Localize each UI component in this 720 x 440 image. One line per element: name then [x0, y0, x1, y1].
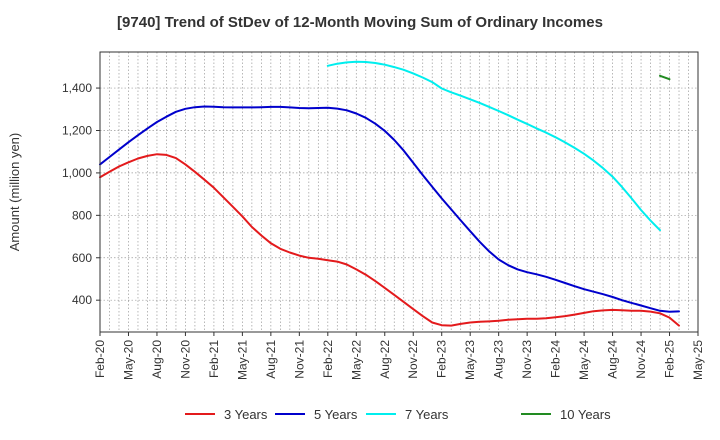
- x-tick-label: May-21: [235, 340, 249, 380]
- x-tick-label: May-24: [577, 340, 591, 380]
- legend-label: 3 Years: [224, 407, 268, 422]
- y-axis-title: Amount (million yen): [7, 133, 22, 252]
- x-tick-label: Nov-24: [634, 340, 648, 379]
- y-tick-label: 1,400: [62, 81, 92, 95]
- y-tick-label: 1,000: [62, 166, 92, 180]
- x-tick-label: Aug-24: [606, 340, 620, 379]
- x-tick-label: Nov-21: [292, 340, 306, 379]
- series-lines: [99, 60, 680, 327]
- x-tick-label: Feb-22: [321, 340, 335, 378]
- x-tick-label: Feb-21: [207, 340, 221, 378]
- x-tick-label: Aug-22: [378, 340, 392, 379]
- y-tick-label: 1,200: [62, 123, 92, 137]
- x-tick-label: Feb-23: [435, 340, 449, 378]
- series-line-5-years: [99, 105, 680, 313]
- legend-label: 5 Years: [314, 407, 358, 422]
- x-tick-label: Feb-25: [663, 340, 677, 378]
- y-axis-ticks: 400 600 800 1,000 1,200 1,400: [62, 81, 100, 307]
- series-line-3-years: [99, 153, 680, 327]
- x-tick-label: May-25: [691, 340, 705, 380]
- x-tick-label: Aug-23: [492, 340, 506, 379]
- legend-label: 10 Years: [560, 407, 611, 422]
- x-tick-label: Nov-20: [178, 340, 192, 379]
- x-tick-label: Feb-24: [549, 340, 563, 378]
- series-line-7-years: [326, 60, 661, 232]
- x-tick-label: May-22: [349, 340, 363, 380]
- x-tick-label: May-20: [121, 340, 135, 380]
- y-tick-label: 400: [72, 293, 92, 307]
- x-tick-label: Aug-21: [264, 340, 278, 379]
- y-tick-label: 800: [72, 208, 92, 222]
- x-tick-label: Aug-20: [150, 340, 164, 379]
- x-tick-label: Nov-23: [520, 340, 534, 379]
- x-tick-label: Nov-22: [406, 340, 420, 379]
- x-tick-label: May-23: [463, 340, 477, 380]
- y-tick-label: 600: [72, 251, 92, 265]
- grid-lines: [100, 52, 698, 332]
- legend: 3 Years 5 Years 7 Years 10 Years: [185, 407, 611, 422]
- x-tick-label: Feb-20: [93, 340, 107, 378]
- legend-label: 7 Years: [405, 407, 449, 422]
- series-line-10-years: [659, 74, 671, 81]
- plot-area-frame: [99, 51, 699, 333]
- x-axis-ticks: Feb-20 May-20 Aug-20 Nov-20 Feb-21 May-21 Aug-…: [93, 332, 705, 380]
- chart-title: [9740] Trend of StDev of 12-Month Moving…: [117, 14, 603, 31]
